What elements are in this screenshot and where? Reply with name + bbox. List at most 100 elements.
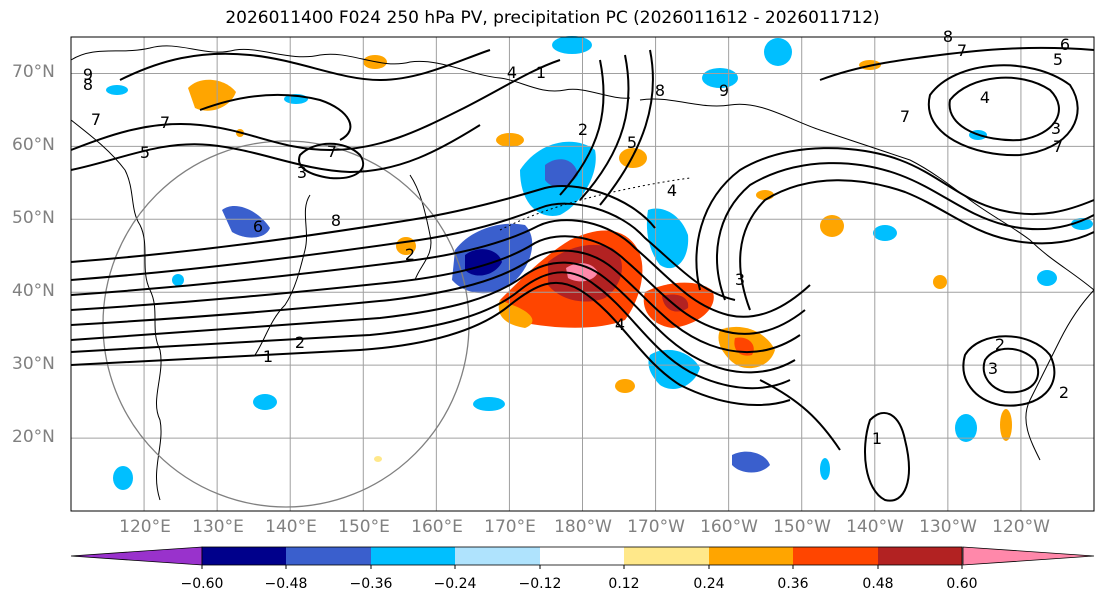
negative-anomaly-small-9	[764, 38, 792, 66]
figure-title: 2026011400 F024 250 hPa PV, precipitatio…	[225, 8, 880, 28]
positive-anomaly-small-12	[374, 456, 382, 462]
contour-label: 9	[719, 81, 729, 100]
contour-label: 2	[405, 245, 415, 264]
lon-label-140w: 140°W	[846, 517, 904, 537]
contour-label: 2	[1059, 383, 1069, 402]
gridlines	[71, 37, 1094, 511]
lat-label-60: 60°N	[12, 135, 55, 155]
contour-label: 7	[1053, 137, 1063, 156]
colorbar-bin	[540, 547, 624, 565]
pv-contour-east-low-2	[962, 335, 1056, 407]
lon-label-120w: 120°W	[992, 517, 1050, 537]
pv-contour-ridge-1	[695, 147, 1095, 291]
contour-label: 3	[1051, 119, 1061, 138]
pv-contour-1	[70, 281, 791, 406]
negative-anomaly-small-15	[172, 274, 184, 286]
colorbar-tick-1: −0.60	[180, 576, 224, 592]
colorbar	[70, 546, 1095, 569]
colorbar-bin	[878, 547, 962, 565]
negative-anomaly-small-2	[253, 394, 277, 410]
pv-contour-5	[70, 235, 806, 335]
colorbar-frame	[201, 546, 963, 566]
contour-label: 4	[980, 88, 990, 107]
coastline-japan	[254, 194, 311, 356]
colorbar-extend-min	[70, 546, 203, 566]
lon-label-140e: 140°E	[265, 517, 317, 537]
contour-label: 4	[615, 315, 625, 334]
pv-contour-sea-low	[298, 142, 365, 180]
negative-anomaly-mid	[648, 349, 700, 389]
positive-anomaly-small-3	[496, 133, 524, 147]
negative-anomaly-small-12	[106, 85, 128, 95]
contour-label: 3	[735, 270, 745, 289]
contour-label: 8	[331, 211, 341, 230]
contour-label: 4	[667, 181, 677, 200]
pv-contour-cutoff	[864, 411, 910, 502]
pv-contour-subtropic	[759, 379, 841, 451]
colorbar-bin	[624, 547, 709, 565]
pv-contour-big-trough-1	[559, 49, 654, 206]
negative-anomaly-small-3	[473, 397, 505, 411]
contour-label: 8	[655, 81, 665, 100]
lat-label-20: 20°N	[12, 427, 55, 447]
colorbar-tick-10: 0.60	[946, 576, 978, 592]
contour-label: 7	[327, 142, 337, 161]
contour-label: 7	[957, 41, 967, 60]
colorbar-bin	[371, 547, 455, 565]
coastlines	[70, 45, 1095, 501]
pv-contour-2	[70, 271, 791, 390]
pv-contours	[70, 46, 1095, 502]
pv-contour-7	[70, 202, 736, 301]
contour-label: 7	[160, 113, 170, 132]
negative-anomaly-small-14	[820, 458, 830, 480]
contour-label: 7	[900, 107, 910, 126]
lat-label-40: 40°N	[12, 281, 55, 301]
lon-label-130e: 130°E	[192, 517, 244, 537]
colorbar-tick-4: −0.24	[433, 576, 477, 592]
contour-label: 1	[263, 347, 273, 366]
negative-anomaly-small-7	[1037, 270, 1057, 286]
contour-label: 9	[83, 65, 93, 84]
negative-anomaly-small-5	[873, 225, 897, 241]
negative-anomaly-small-10	[552, 36, 592, 54]
contour-label: 3	[297, 163, 307, 182]
positive-anomaly-small-8	[756, 190, 774, 200]
colorbar-tick-9: 0.48	[862, 576, 894, 592]
coastline-asia	[70, 45, 631, 501]
positive-anomaly-small-2	[619, 148, 647, 168]
pv-contour-east-low	[982, 347, 1040, 394]
pv-contour-3	[70, 261, 796, 374]
lon-label-160e: 160°E	[411, 517, 463, 537]
colorbar-tick-2: −0.48	[264, 576, 308, 592]
lon-label-180w: 180°W	[554, 517, 612, 537]
colorbar-tick-5: −0.12	[518, 576, 562, 592]
lon-label-120e: 120°E	[119, 517, 171, 537]
negative-anomaly-small-6	[1071, 218, 1093, 230]
colorbar-tick-3: −0.36	[349, 576, 393, 592]
contour-label: 2	[578, 120, 588, 139]
colorbar-bin	[202, 547, 286, 565]
colorbar-bin	[286, 547, 371, 565]
pv-contour-arctic-2	[70, 124, 481, 174]
negative-anomaly-small-1	[113, 466, 133, 490]
colorbar-tick-6: 0.12	[608, 576, 640, 592]
positive-anomaly-small-5	[615, 379, 635, 393]
lon-label-160w: 160°W	[700, 517, 758, 537]
contour-label: 7	[91, 110, 101, 129]
colorbar-tick-7: 0.24	[693, 576, 725, 592]
pv-contour-ridge-2	[716, 162, 1095, 301]
contour-label: 6	[253, 217, 263, 236]
negative-anomaly-small-4	[955, 414, 977, 442]
map-frame	[70, 36, 1095, 512]
aleutians	[499, 177, 691, 231]
negative-anomaly-japan	[222, 206, 270, 238]
lon-label-150e: 150°E	[338, 517, 390, 537]
contour-label: 3	[988, 359, 998, 378]
pv-contour-arctic-3	[119, 49, 491, 82]
negative-anomaly-north-core	[545, 159, 578, 187]
colorbar-bin	[793, 547, 878, 565]
coastline-kamchatka	[409, 174, 432, 281]
lat-label-50: 50°N	[12, 208, 55, 228]
contour-label: 1	[536, 63, 546, 82]
